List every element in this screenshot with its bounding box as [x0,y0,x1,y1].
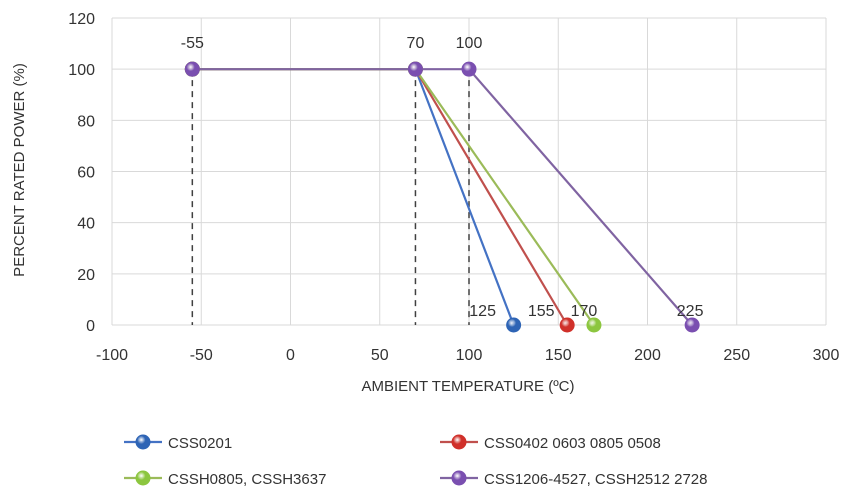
data-point [461,61,477,77]
legend-label: CSS1206-4527, CSSH2512 2728 [484,471,708,488]
y-tick-label: 80 [77,113,95,130]
legend: CSS0201 CSS0402 0603 0805 0508 CSSH0805, C… [124,434,708,488]
legend-marker [451,470,467,486]
data-point [586,317,602,333]
data-point [407,61,423,77]
x-tick-label: 200 [634,347,661,364]
y-axis-title: PERCENT RATED POWER (%) [11,63,28,277]
x-axis-title: AMBIENT TEMPERATURE (ºC) [362,378,575,395]
legend-item: CSS1206-4527, CSSH2512 2728 [440,470,708,488]
data-point [684,317,700,333]
data-label: 70 [407,35,425,52]
data-point [559,317,575,333]
series-lines [192,68,693,326]
x-tick-label: 50 [371,347,389,364]
x-tick-label: -100 [96,347,128,364]
legend-label: CSS0201 [168,435,232,452]
x-tick-label: 100 [456,347,483,364]
series-line [192,68,515,326]
series-line [192,68,693,326]
data-labels: -55 70 100 125 155 170 225 [181,35,704,320]
y-tick-label: 100 [68,62,95,79]
data-label: 225 [677,303,704,320]
legend-marker [135,434,151,450]
legend-marker [135,470,151,486]
legend-item: CSS0402 0603 0805 0508 [440,434,661,452]
legend-item: CSS0201 [124,434,232,452]
y-tick-label: 60 [77,165,95,182]
series-markers [184,61,700,333]
data-point [184,61,200,77]
data-label: 170 [571,303,598,320]
x-tick-label: 300 [813,347,840,364]
data-label: 100 [456,35,483,52]
legend-label: CSS0402 0603 0805 0508 [484,435,661,452]
y-tick-label: 120 [68,11,95,28]
y-tick-label: 20 [77,267,95,284]
x-tick-label: 0 [286,347,295,364]
legend-label: CSSH0805, CSSH3637 [168,471,326,488]
reference-lines [191,69,470,325]
tick-labels: -100 -50 0 50 100 150 200 250 300 0 20 40 60 80 100 120 [68,11,839,364]
series-line [192,68,595,326]
legend-marker [451,434,467,450]
data-point [506,317,522,333]
data-label: -55 [181,35,204,52]
y-tick-label: 40 [77,216,95,233]
y-tick-label: 0 [86,318,95,335]
x-tick-label: -50 [190,347,213,364]
x-tick-label: 150 [545,347,572,364]
data-label: 155 [528,303,555,320]
x-tick-label: 250 [723,347,750,364]
legend-item: CSSH0805, CSSH3637 [124,470,326,488]
data-label: 125 [469,303,496,320]
